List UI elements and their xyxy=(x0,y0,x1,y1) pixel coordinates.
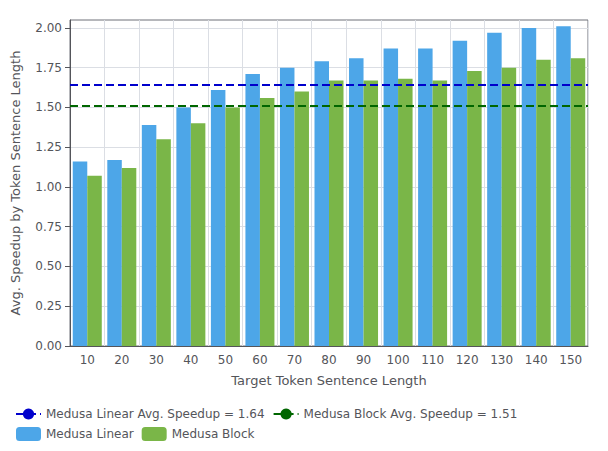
svg-text:60: 60 xyxy=(252,353,267,367)
svg-text:Avg. Speedup by Token Sentence: Avg. Speedup by Token Sentence Length xyxy=(8,51,23,316)
svg-text:Medusa Linear Avg. Speedup = 1: Medusa Linear Avg. Speedup = 1.64 xyxy=(46,407,265,421)
svg-text:150: 150 xyxy=(559,353,582,367)
svg-text:Medusa Block Avg. Speedup = 1.: Medusa Block Avg. Speedup = 1.51 xyxy=(304,407,518,421)
svg-text:120: 120 xyxy=(456,353,479,367)
svg-text:1.50: 1.50 xyxy=(35,100,62,114)
svg-text:90: 90 xyxy=(356,353,371,367)
svg-text:1.00: 1.00 xyxy=(35,180,62,194)
svg-text:110: 110 xyxy=(421,353,444,367)
svg-text:130: 130 xyxy=(490,353,513,367)
svg-text:2.00: 2.00 xyxy=(35,21,62,35)
svg-text:Medusa Block: Medusa Block xyxy=(172,427,255,441)
svg-text:0.75: 0.75 xyxy=(35,220,62,234)
svg-text:0.00: 0.00 xyxy=(35,339,62,353)
svg-text:100: 100 xyxy=(387,353,410,367)
svg-text:70: 70 xyxy=(287,353,302,367)
svg-text:0.25: 0.25 xyxy=(35,299,62,313)
svg-text:80: 80 xyxy=(321,353,336,367)
svg-text:10: 10 xyxy=(80,353,95,367)
svg-text:140: 140 xyxy=(525,353,548,367)
svg-text:20: 20 xyxy=(114,353,129,367)
svg-text:30: 30 xyxy=(149,353,164,367)
svg-text:Target Token Sentence Length: Target Token Sentence Length xyxy=(230,373,426,388)
svg-text:1.25: 1.25 xyxy=(35,140,62,154)
svg-text:Medusa Linear: Medusa Linear xyxy=(46,427,134,441)
svg-text:0.50: 0.50 xyxy=(35,259,62,273)
svg-text:50: 50 xyxy=(218,353,233,367)
svg-text:1.75: 1.75 xyxy=(35,61,62,75)
svg-text:40: 40 xyxy=(183,353,198,367)
